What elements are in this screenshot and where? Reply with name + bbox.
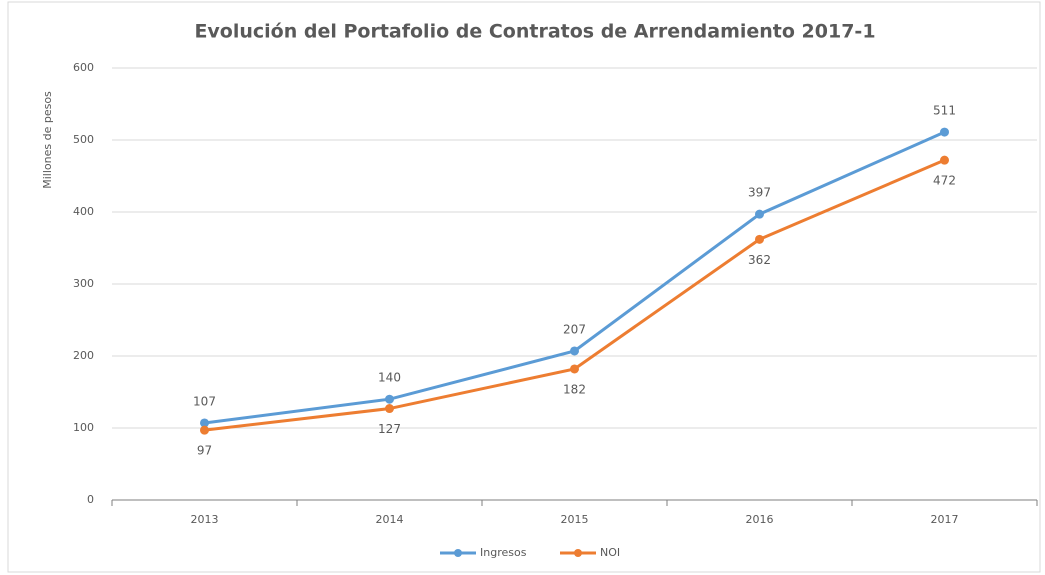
data-label: 140 (378, 371, 401, 385)
point (200, 418, 209, 428)
legend-label: NOI (600, 546, 620, 559)
data-label: 472 (933, 174, 956, 188)
legend-label: Ingresos (480, 546, 527, 559)
x-tick-label: 2017 (931, 513, 959, 526)
y-tick-label: 100 (73, 421, 94, 434)
point (385, 394, 394, 404)
data-label: 362 (748, 253, 771, 267)
legend-marker (454, 549, 462, 557)
chart-title: Evolución del Portafolio de Contratos de… (194, 21, 875, 43)
point (940, 127, 949, 137)
point (755, 234, 764, 244)
data-label: 511 (933, 104, 956, 118)
x-tick-label: 2013 (191, 513, 219, 526)
y-tick-label: 300 (73, 277, 94, 290)
legend-marker (574, 549, 582, 557)
data-label: 97 (197, 444, 212, 458)
y-tick-label: 500 (73, 133, 94, 146)
point (755, 209, 764, 219)
point (570, 364, 579, 374)
y-tick-label: 200 (73, 349, 94, 362)
y-tick-label: 400 (73, 205, 94, 218)
data-label: 182 (563, 382, 586, 396)
x-tick-label: 2016 (746, 513, 774, 526)
y-tick-label: 0 (87, 493, 94, 506)
point (200, 425, 209, 435)
data-label: 207 (563, 322, 586, 336)
data-label: 397 (748, 186, 771, 200)
point (940, 155, 949, 165)
x-tick-label: 2014 (376, 513, 404, 526)
data-label: 127 (378, 422, 401, 436)
chart-frame (7, 1, 1041, 573)
point (570, 346, 579, 356)
x-tick-label: 2015 (561, 513, 589, 526)
y-axis-label: Millones de pesos (41, 91, 54, 189)
data-label: 107 (193, 394, 216, 408)
point (385, 404, 394, 414)
y-tick-label: 600 (73, 61, 94, 74)
